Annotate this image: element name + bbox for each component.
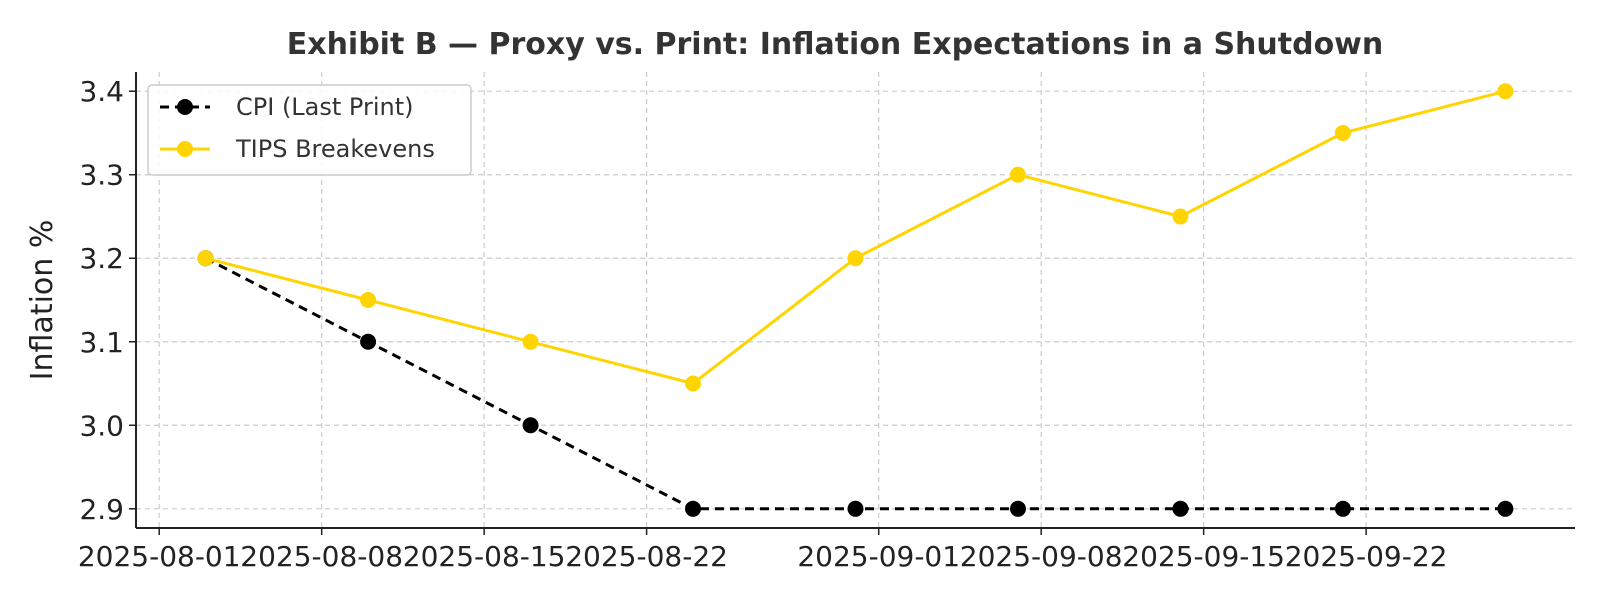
- data-point: [360, 292, 377, 308]
- data-point: [1497, 83, 1514, 100]
- data-point: [1334, 500, 1351, 517]
- data-point: [1172, 208, 1189, 225]
- data-point: [685, 500, 702, 517]
- x-tick-label: 2025-09-01: [797, 540, 960, 573]
- legend-label: CPI (Last Print): [236, 93, 414, 121]
- y-tick-label: 3.2: [79, 242, 124, 275]
- legend-swatch-marker: [177, 99, 193, 115]
- x-tick-label: 2025-08-22: [565, 540, 728, 573]
- y-axis-label: Inflation %: [25, 220, 60, 381]
- x-tick-label: 2025-08-01: [78, 540, 241, 573]
- x-tick-label: 2025-08-08: [240, 540, 403, 573]
- data-point: [847, 250, 864, 267]
- legend-swatch-marker: [177, 141, 193, 157]
- series-cpi-last-print: [197, 250, 1514, 517]
- data-point: [847, 500, 864, 517]
- y-tick-label: 3.1: [79, 326, 124, 359]
- y-tick-label: 2.9: [79, 493, 124, 526]
- y-tick-label: 3.0: [79, 409, 124, 442]
- data-point: [522, 417, 539, 434]
- series-tips-breakevens: [197, 83, 1514, 392]
- data-point: [360, 333, 377, 350]
- x-tick-label: 2025-09-08: [960, 540, 1123, 573]
- data-point: [1497, 500, 1514, 517]
- data-point: [1172, 500, 1189, 517]
- data-point: [522, 333, 539, 350]
- legend-entry: TIPS Breakevens: [160, 135, 435, 163]
- data-point: [197, 250, 214, 267]
- y-tick-label: 3.4: [79, 75, 124, 108]
- x-tick-label: 2025-09-15: [1122, 540, 1285, 573]
- chart-title: Exhibit B — Proxy vs. Print: Inflation E…: [287, 27, 1384, 62]
- axes: [135, 72, 1575, 529]
- data-point: [1334, 124, 1351, 141]
- series: [197, 83, 1514, 517]
- data-point: [1009, 166, 1026, 183]
- series-line: [204, 256, 1506, 511]
- data-point: [1009, 500, 1026, 517]
- legend-label: TIPS Breakevens: [235, 135, 435, 163]
- legend-box: [147, 84, 472, 176]
- x-tick-label: 2025-08-15: [403, 540, 566, 573]
- legend-entry: CPI (Last Print): [160, 93, 414, 121]
- legend: CPI (Last Print) TIPS Breakevens: [147, 84, 472, 176]
- x-tick-label: 2025-09-22: [1285, 540, 1448, 573]
- data-point: [685, 375, 702, 392]
- y-tick-label: 3.3: [79, 159, 124, 192]
